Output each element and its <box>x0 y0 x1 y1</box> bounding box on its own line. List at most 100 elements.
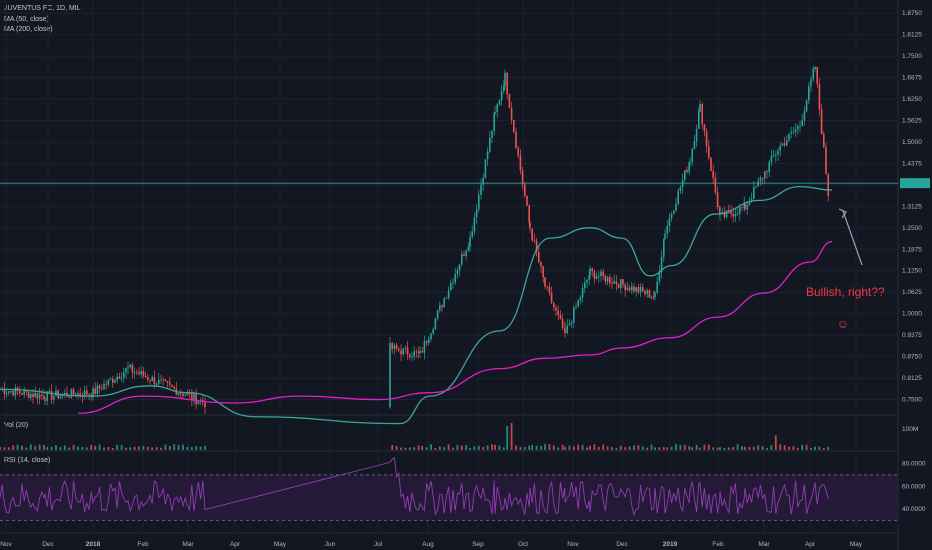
annotation-text: Bullish, right?? <box>806 285 885 299</box>
candle-body <box>609 277 611 284</box>
candle-body <box>434 318 437 330</box>
candle <box>138 367 140 376</box>
candle-body <box>439 305 441 311</box>
candle-body <box>788 133 790 141</box>
volume-bar <box>90 444 93 450</box>
candle <box>461 250 463 267</box>
candle-body <box>144 376 147 378</box>
candle <box>421 346 423 353</box>
candle-body <box>147 377 149 380</box>
candle <box>419 345 421 358</box>
candle <box>779 141 781 157</box>
candle-body <box>654 292 656 297</box>
candle <box>393 343 396 355</box>
candle-body <box>533 240 536 242</box>
candle-body <box>644 290 646 294</box>
volume-bar <box>502 447 505 450</box>
candle-body <box>750 199 753 202</box>
volume-bar <box>586 447 588 450</box>
candle-body <box>677 190 679 205</box>
candle-body <box>133 372 136 374</box>
volume-bar <box>619 445 622 450</box>
candle <box>112 375 114 388</box>
symbol-title[interactable]: JUVENTUS FC, 1D, MIL <box>4 5 81 12</box>
candle <box>768 159 770 178</box>
candle <box>404 345 407 354</box>
volume-bar <box>688 446 691 450</box>
candle <box>142 366 145 379</box>
candle-body <box>53 396 55 400</box>
rsi-legend[interactable]: RSI (14, close) <box>4 457 51 464</box>
candle <box>620 279 622 294</box>
candle <box>496 103 498 118</box>
price-tick-label: 1.5625 <box>902 117 922 124</box>
candle-body <box>506 72 508 95</box>
candle-body <box>398 348 400 351</box>
candle-body <box>546 286 548 288</box>
rsi-line <box>0 456 829 517</box>
volume-bar <box>400 447 402 450</box>
x-tick-label: Aug <box>422 541 434 548</box>
candle <box>188 389 191 399</box>
volume-bar <box>138 446 140 450</box>
volume-bar <box>477 445 480 450</box>
candle-body <box>461 254 463 265</box>
candle-body <box>581 288 584 298</box>
volume-bar <box>757 445 760 450</box>
candle-body <box>600 271 602 277</box>
candle-body <box>521 170 524 185</box>
candle <box>637 283 640 295</box>
candle-body <box>648 290 651 298</box>
candle <box>81 391 84 404</box>
candle <box>631 282 633 295</box>
candle-body <box>753 187 755 200</box>
candle <box>5 388 8 398</box>
candle-body <box>64 392 66 395</box>
candle-body <box>635 287 637 292</box>
candle <box>624 282 626 297</box>
candle-body <box>173 386 175 389</box>
volume-legend[interactable]: Vol (20) <box>4 422 29 429</box>
candle <box>21 392 23 395</box>
rsi-tick-label: 40.0000 <box>902 506 926 513</box>
candle-body <box>169 382 171 385</box>
candle <box>575 302 577 310</box>
volume-bar <box>0 447 1 450</box>
candle <box>398 346 400 353</box>
candle <box>75 392 77 398</box>
candle-body <box>72 389 75 395</box>
volume-bar <box>602 444 605 450</box>
candle <box>166 380 169 388</box>
volume-bar <box>679 445 682 450</box>
volume-bar <box>120 445 123 450</box>
candle-body <box>557 310 559 315</box>
candle <box>182 392 184 398</box>
volume-bar <box>94 445 97 450</box>
candle-body <box>195 393 197 405</box>
ma200-legend[interactable]: MA (200, close) <box>4 26 53 33</box>
candle-body <box>112 379 114 383</box>
candle-body <box>445 297 448 299</box>
candle-body <box>83 390 86 398</box>
candle <box>531 228 533 242</box>
volume-bar <box>822 447 825 450</box>
candle <box>503 80 505 95</box>
candle <box>415 349 418 358</box>
price-tick-label: 1.8750 <box>902 10 922 17</box>
current-price-badge <box>900 178 930 189</box>
volume-bar <box>515 445 517 450</box>
volume-bar <box>723 447 726 450</box>
candle <box>677 188 679 206</box>
volume-bar <box>814 446 816 450</box>
candle <box>16 386 19 396</box>
candle-body <box>409 354 411 358</box>
x-tick-label: Feb <box>712 541 724 548</box>
candle-body <box>598 276 600 277</box>
candle <box>521 166 524 190</box>
candle-body <box>404 347 407 349</box>
candle <box>118 372 121 379</box>
ma50-legend[interactable]: MA (50, close) <box>4 16 49 23</box>
candle <box>698 107 700 130</box>
volume-bar <box>486 445 489 450</box>
